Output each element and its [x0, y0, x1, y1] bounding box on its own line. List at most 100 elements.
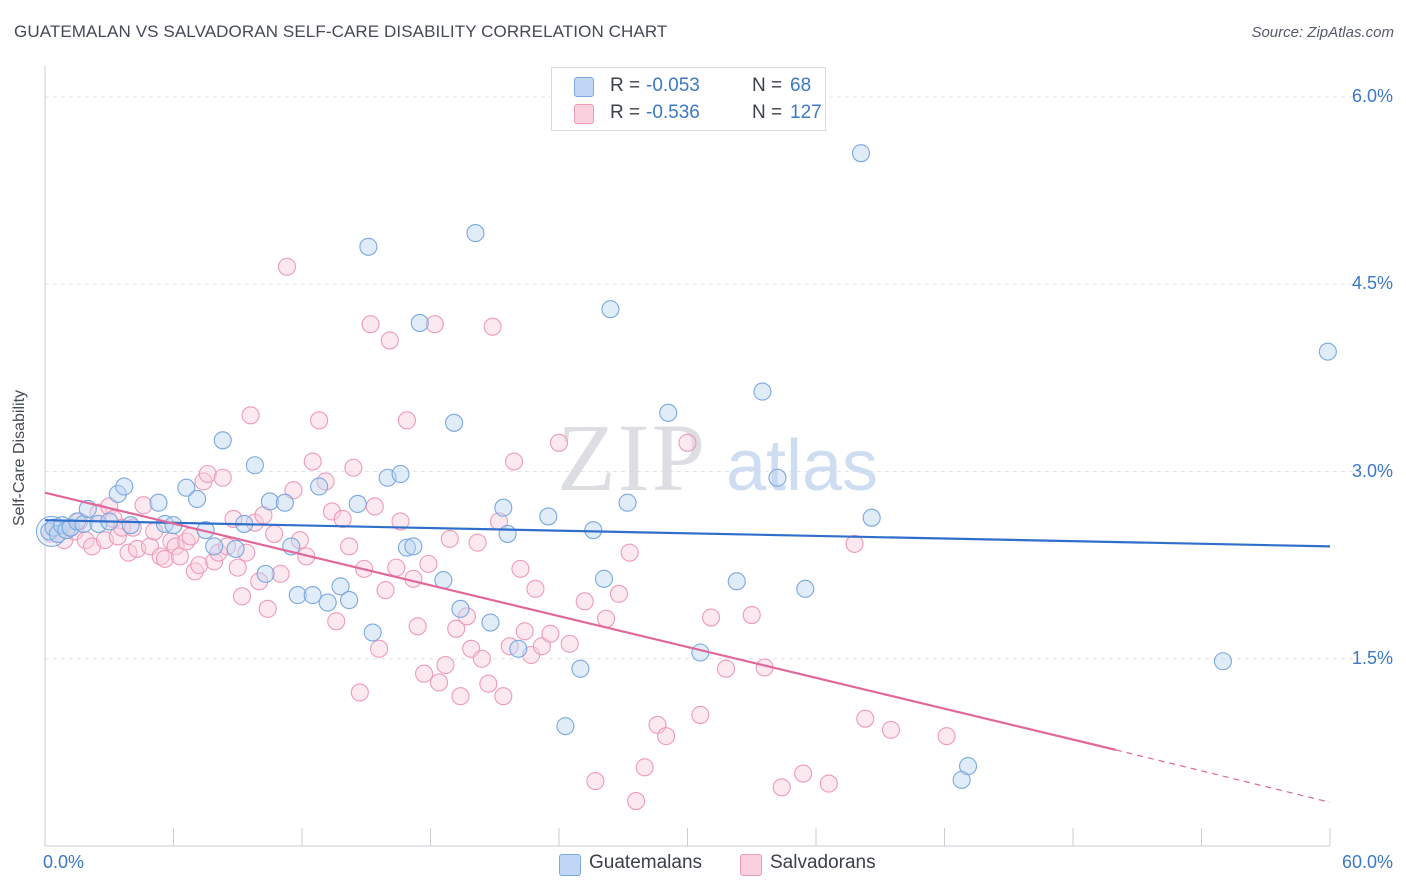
salvadoran-point-24	[170, 547, 189, 566]
salvadoran-point-17	[134, 496, 153, 515]
guatemalan-point-17	[177, 478, 196, 497]
guatemalan-point-35	[348, 494, 367, 514]
guatemalan-point-29	[288, 586, 307, 605]
guatemalan-point-67	[959, 757, 978, 776]
salvadoran-point-100	[620, 543, 639, 562]
guatemalan-point-42	[410, 313, 429, 332]
salvadoran-point-33	[213, 468, 232, 487]
salvadoran-point-66	[391, 512, 410, 531]
guatemalan-point-13	[121, 516, 140, 535]
salvadoran-point-61	[365, 497, 384, 516]
guatemalan-point-18	[188, 489, 207, 509]
salvadoran-point-77	[451, 687, 470, 706]
salvadoran-point-30	[198, 464, 217, 484]
salvadoran-point-14	[119, 543, 138, 562]
salvadoran-point-112	[794, 764, 813, 783]
salvadoran-point-96	[575, 592, 594, 611]
salvadoran-point-89	[515, 622, 534, 641]
salvadoran-point-64	[380, 331, 399, 350]
salvadoran-point-83	[483, 317, 502, 336]
salvadoran-point-41	[250, 572, 269, 591]
salvadoran-point-15	[123, 518, 142, 537]
guatemalan-point-34	[340, 591, 359, 610]
guatemalan-point-22	[226, 539, 245, 558]
salvadoran-point-31	[205, 552, 224, 571]
salvadoran-point-81	[472, 649, 491, 668]
salvadoran-point-55	[333, 509, 352, 528]
guatemalan-point-56	[601, 300, 620, 319]
salvadoran-point-62	[370, 639, 389, 658]
salvadoran-point-58	[350, 683, 369, 702]
salvadoran-point-28	[190, 556, 209, 575]
salvadoran-point-71	[419, 554, 438, 573]
guatemalan-point-40	[397, 538, 416, 557]
salvadoran-point-46	[277, 257, 297, 276]
salvadoran-point-87	[504, 452, 524, 471]
legend-r-value: -0.536	[646, 102, 700, 123]
guatemalan-point-45	[451, 599, 470, 618]
guatemalan-point-20	[205, 537, 224, 556]
watermark: ZIP atlas	[557, 404, 878, 511]
legend-swatch-salvadorans	[574, 104, 594, 124]
salvadoran-point-95	[560, 634, 579, 653]
salvadoran-point-50	[303, 452, 322, 471]
guatemalan-point-30	[303, 586, 322, 605]
guatemalan-point-11	[108, 484, 127, 504]
salvadoran-point-101	[627, 792, 646, 811]
salvadoran-point-12	[108, 527, 127, 546]
axes	[44, 66, 1331, 847]
guatemalan-point-33	[331, 577, 350, 596]
stats-legend: R = -0.053 N = 68 R = -0.536 N = 127	[551, 67, 826, 131]
salvadoran-point-98	[597, 609, 616, 628]
guatemalan-point-60	[727, 572, 746, 591]
salvadoran-point-91	[526, 579, 545, 598]
guatemalan-point-44	[445, 413, 464, 432]
legend-n-value: 68	[790, 75, 812, 96]
guatemalan-point-61	[753, 382, 772, 401]
legend-n-label: N =	[752, 75, 783, 96]
salvadoran-point-57	[344, 458, 363, 477]
salvadoran-point-53	[322, 502, 342, 521]
salvadoran-point-73	[430, 673, 449, 692]
salvadoran-point-21	[155, 549, 174, 568]
trend-lines	[44, 491, 1331, 803]
guatemalan-point-7	[74, 514, 93, 533]
bottom-legend-label-guatemalans: Guatemalans	[589, 852, 703, 873]
salvadoran-point-39	[241, 406, 260, 425]
guatemalan-point-26	[260, 492, 279, 511]
guatemalan-point-58	[659, 403, 678, 422]
guatemalan-point-46	[466, 224, 485, 243]
legend-r-value: -0.053	[646, 75, 700, 96]
guatemalan-point-63	[796, 579, 815, 598]
salvadoran-point-75	[440, 529, 459, 548]
salvadoran-point-44	[265, 524, 284, 543]
salvadoran-point-85	[494, 687, 513, 706]
source-note: Source: ZipAtlas.com	[1251, 24, 1394, 41]
salvadoran-point-109	[742, 606, 761, 625]
salvadoran-point-47	[284, 481, 303, 500]
salvadoran-trend-line	[44, 491, 1117, 751]
salvadoran-point-65	[387, 558, 406, 577]
x-tick-label-0: 0.0%	[43, 852, 85, 872]
bottom-legend-swatch-guatemalans	[559, 854, 581, 876]
legend-n-label: N =	[752, 102, 783, 123]
guatemalan-point-51	[539, 507, 558, 526]
salvadoran-point-67	[397, 411, 416, 430]
salvadoran-point-78	[457, 607, 476, 626]
salvadoran-point-60	[361, 315, 380, 334]
salvadoran-point-74	[436, 655, 455, 675]
y-axis-label: Self-Care Disability	[11, 389, 28, 527]
legend-r-label: R =	[610, 102, 641, 123]
salvadoran-point-51	[310, 411, 329, 430]
salvadoran-point-43	[258, 599, 277, 618]
salvadoran-point-93	[541, 624, 560, 643]
salvadoran-point-45	[271, 564, 290, 583]
salvadoran-trend-extension	[1115, 749, 1331, 803]
guatemalan-point-9	[89, 514, 108, 533]
salvadoran-point-113	[819, 774, 838, 793]
salvadoran-point-102	[635, 758, 654, 777]
guatemalan-point-24	[245, 456, 264, 475]
y-tick-label-1: 3.0%	[1351, 460, 1393, 481]
bottom-legend-label-salvadorans: Salvadorans	[770, 852, 876, 873]
